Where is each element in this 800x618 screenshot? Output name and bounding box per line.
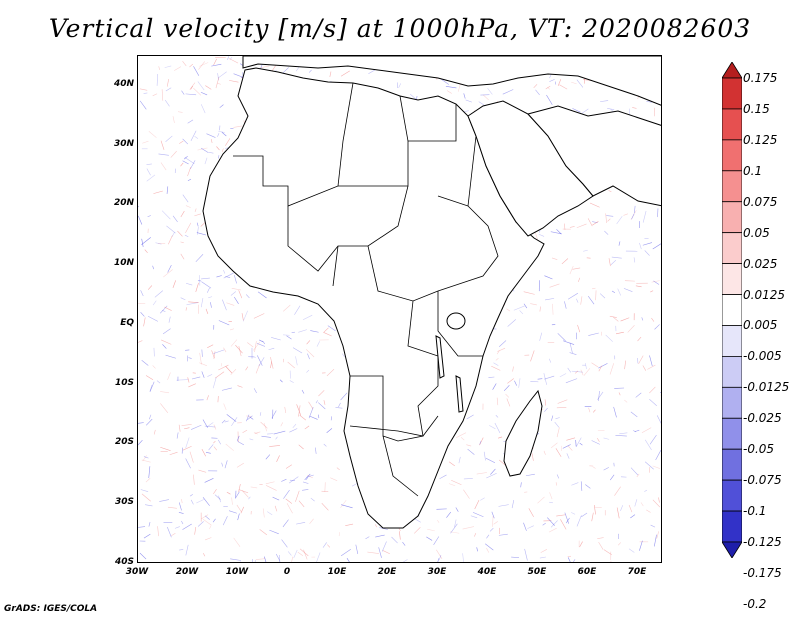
africa-coastline: [202, 67, 545, 529]
colorbar: [722, 62, 742, 558]
lat-tick-label: 30S: [114, 497, 134, 508]
colorbar-label: 0.005: [743, 318, 778, 333]
lakes: [435, 312, 466, 413]
madagascar: [503, 389, 543, 477]
map-svg: [138, 56, 661, 562]
lat-tick-label: 10N: [113, 258, 134, 269]
colorbar-label: -0.1: [743, 504, 767, 519]
colorbar-swatch: [722, 201, 742, 234]
colorbar-swatch: [722, 541, 742, 558]
colorbar-label: -0.05: [743, 442, 775, 457]
country-borders: [233, 82, 499, 497]
lat-tick-label: 40S: [114, 557, 134, 567]
middle-east-land: [527, 105, 661, 207]
colorbar-swatch: [722, 325, 742, 357]
chart-title: Vertical velocity [m/s] at 1000hPa, VT: …: [48, 14, 752, 43]
colorbar-label: 0.125: [743, 132, 778, 147]
lake-victoria: [446, 312, 466, 330]
colorbar-label: -0.075: [743, 473, 782, 488]
colorbar-swatch: [722, 170, 742, 203]
lon-tick-label: 30W: [125, 567, 149, 577]
europe-coast: [242, 56, 661, 106]
colorbar-swatch: [722, 448, 742, 481]
lon-tick-label: 20E: [377, 567, 397, 577]
lon-tick-label: 70E: [627, 567, 647, 577]
lon-tick-label: 10W: [225, 567, 249, 577]
colorbar-label: -0.025: [743, 411, 782, 426]
lake-tanganyika: [435, 335, 445, 379]
grads-credit: GrADS: IGES/COLA: [4, 604, 98, 614]
colorbar-swatch: [722, 77, 742, 110]
colorbar-label: 0.025: [743, 256, 778, 271]
colorbar-label: 0.1: [743, 163, 763, 178]
lat-tick-label: 40N: [113, 78, 134, 89]
colorbar-swatch: [722, 510, 742, 543]
lon-tick-label: 10E: [327, 567, 347, 577]
colorbar-swatch: [722, 417, 742, 450]
lon-tick-label: 50E: [527, 567, 547, 577]
colorbar-label: 0.175: [743, 71, 778, 85]
colorbar-swatch: [722, 355, 742, 388]
arabian-peninsula: [467, 100, 594, 237]
colorbar-label: -0.175: [743, 565, 782, 580]
lon-tick-label: 60E: [577, 567, 597, 577]
colorbar-swatch: [722, 232, 742, 265]
land-masses: [202, 56, 661, 529]
lon-tick-label: 30E: [427, 567, 447, 577]
colorbar-swatch: [722, 479, 742, 512]
colorbar-label: 0.15: [743, 101, 770, 116]
colorbar-label: -0.0125: [743, 380, 790, 395]
lat-tick-label: 20N: [113, 198, 134, 209]
colorbar-swatch: [722, 62, 742, 79]
colorbar-swatch: [722, 139, 742, 172]
lon-tick-label: 0: [283, 567, 291, 577]
colorbar-swatch: [722, 108, 742, 141]
lon-tick-label: 40E: [477, 567, 497, 577]
colorbar-swatch: [722, 294, 742, 326]
lake-malawi: [455, 375, 464, 413]
colorbar-label: 0.0125: [743, 287, 785, 302]
colorbar-label: -0.005: [743, 349, 782, 364]
lat-tick-label: 30N: [113, 138, 134, 149]
lat-tick-label: 20S: [114, 437, 134, 448]
lat-tick-label: 10S: [114, 377, 134, 388]
colorbar-label: 0.05: [743, 225, 770, 240]
colorbar-swatch: [722, 386, 742, 419]
colorbar-label: -0.125: [743, 535, 782, 549]
lon-tick-label: 20W: [175, 567, 199, 577]
colorbar-label: -0.2: [743, 596, 767, 611]
map-plot-area: [137, 55, 662, 563]
colorbar-label: 0.075: [743, 194, 778, 209]
lat-tick-label: EQ: [120, 317, 134, 328]
colorbar-swatch: [722, 263, 742, 295]
